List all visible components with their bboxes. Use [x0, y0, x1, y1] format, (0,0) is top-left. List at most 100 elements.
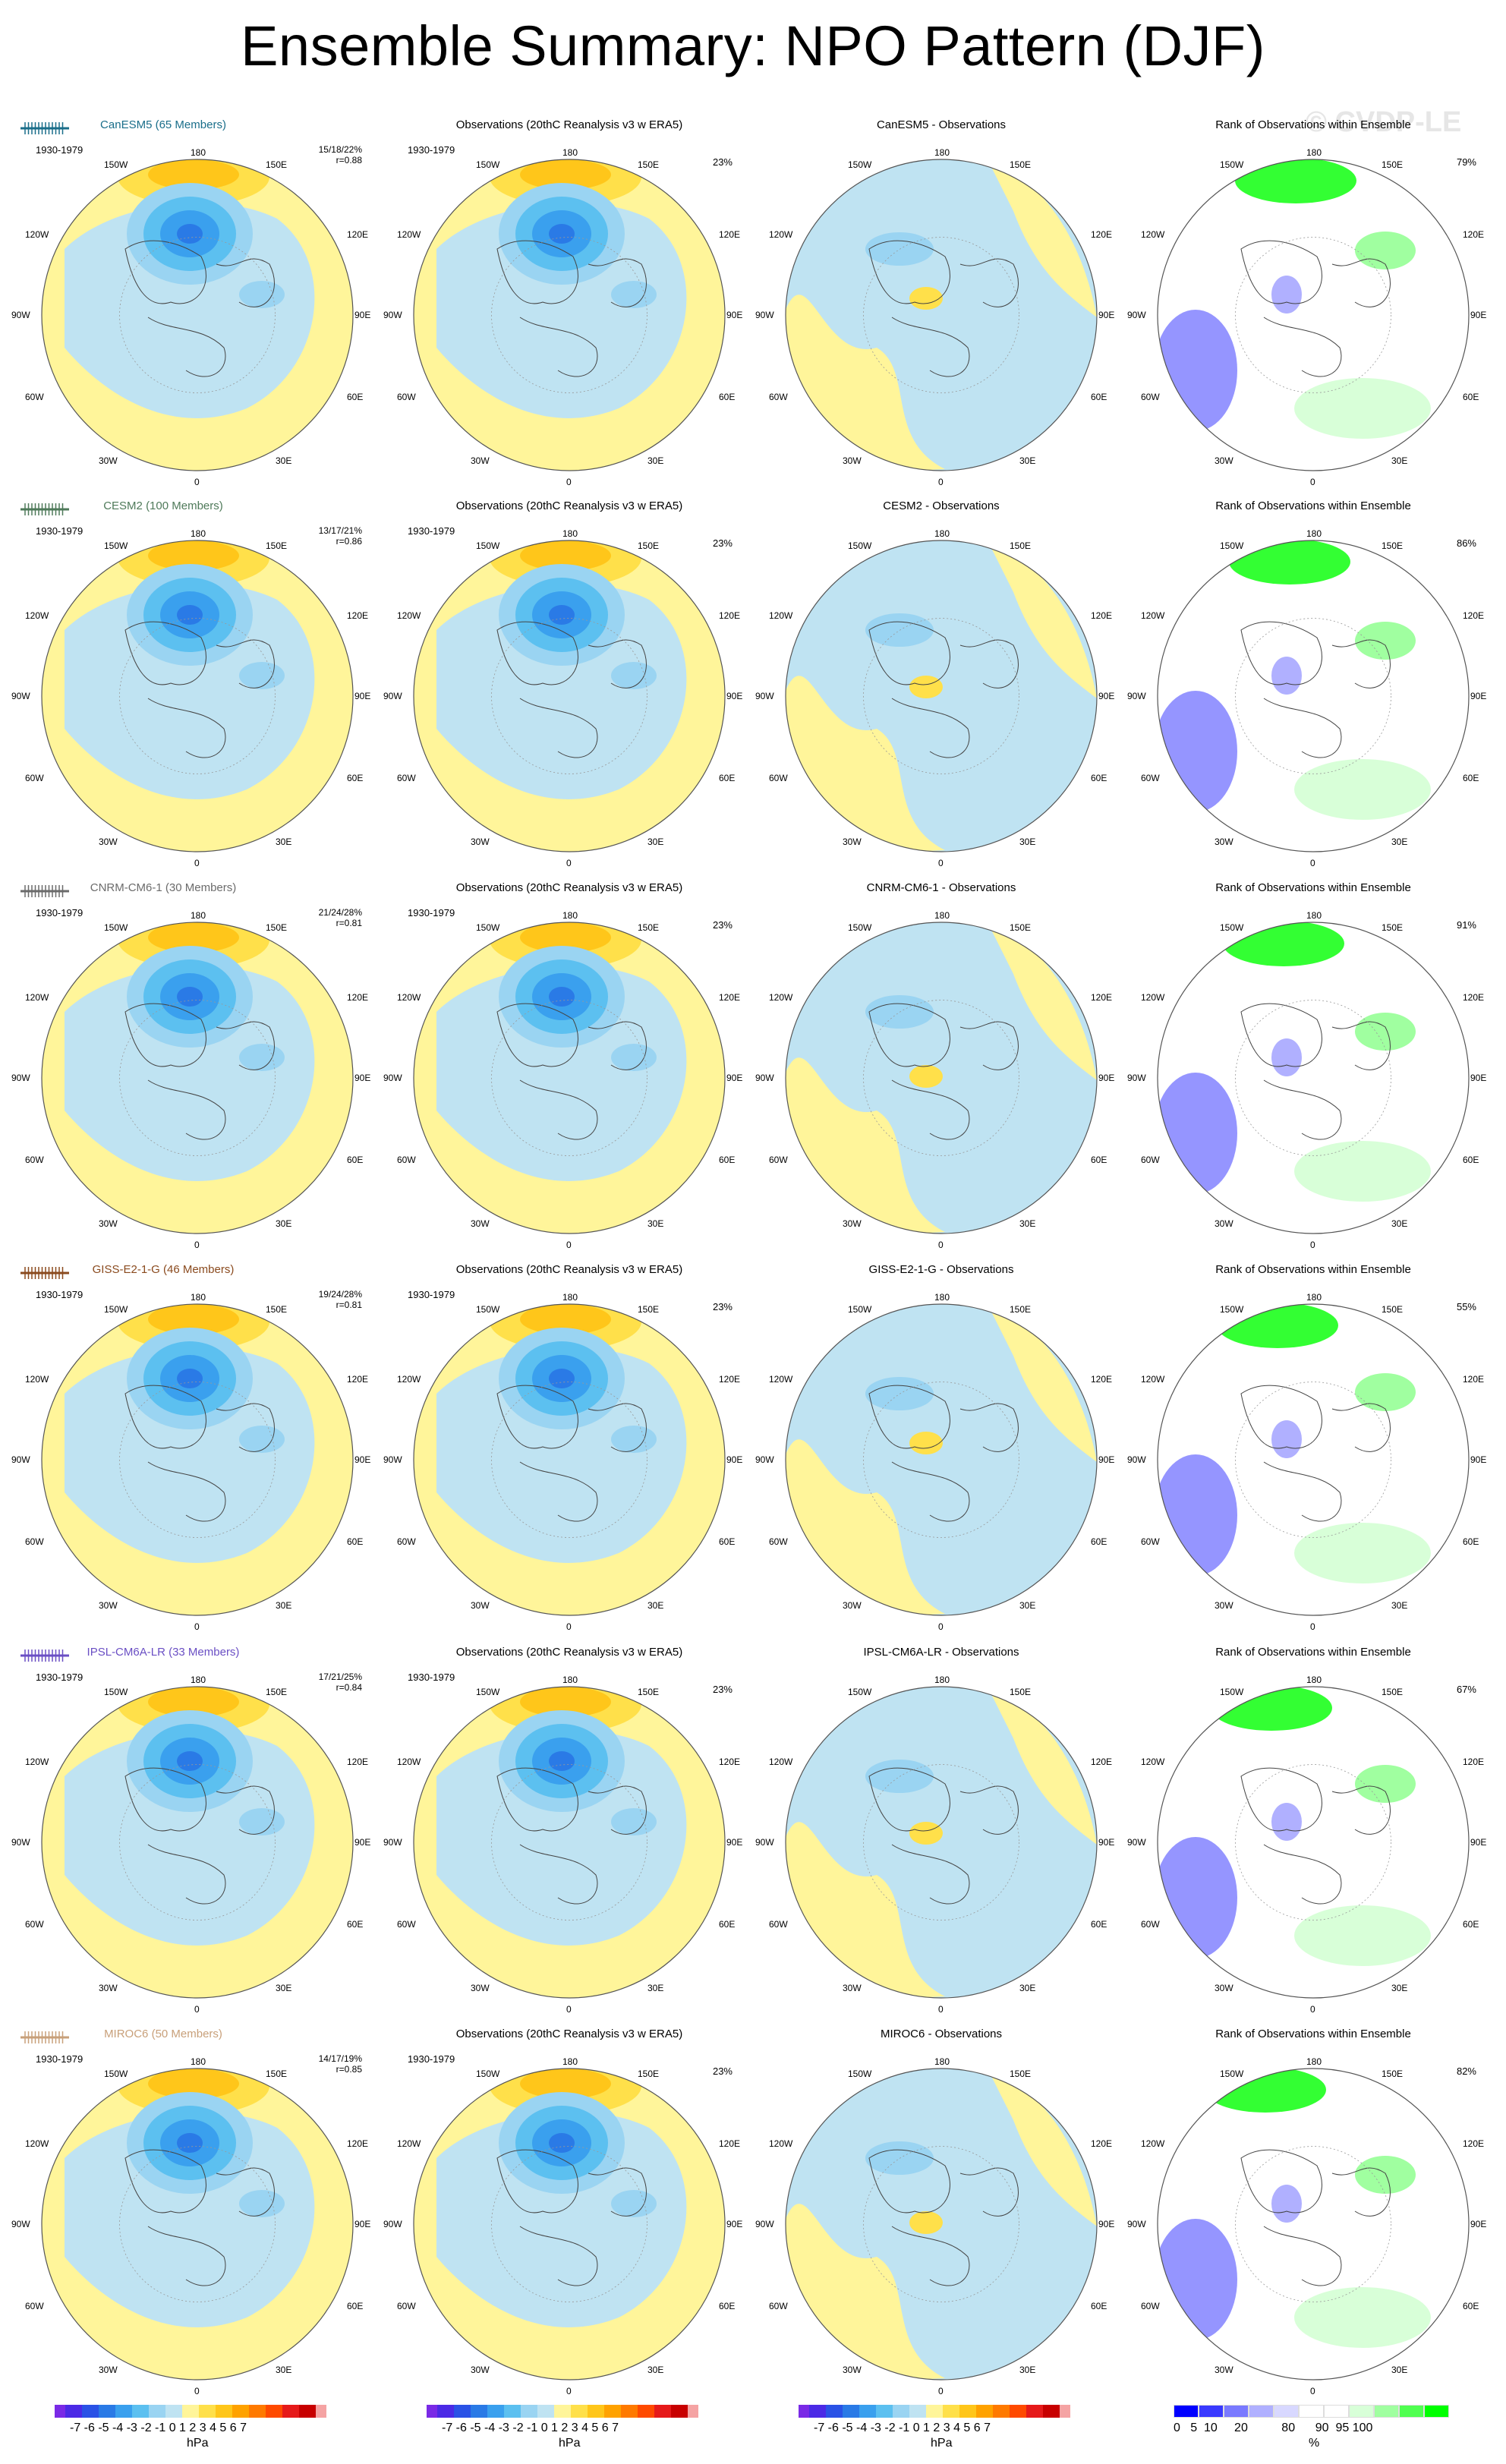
colorbar-swatches [799, 2405, 1070, 2418]
longitude-label: 0 [566, 1240, 572, 1250]
longitude-label: 30W [843, 1218, 862, 1229]
longitude-label: 60E [347, 773, 364, 783]
longitude-label: 150W [848, 2069, 872, 2079]
polar-map-diff [785, 2068, 1098, 2381]
polar-map-model [41, 540, 354, 852]
longitude-label: 180 [191, 2056, 206, 2067]
panel-title: Observations (20thC Reanalysis v3 w ERA5… [455, 1263, 683, 1276]
longitude-label: 150W [1220, 922, 1244, 933]
longitude-label: 150W [476, 2069, 500, 2079]
longitude-label: 60W [25, 1536, 44, 1547]
longitude-label: 90W [383, 1454, 402, 1465]
longitude-label: 90W [1127, 2219, 1146, 2229]
map-panel-model: CNRM-CM6-1 (30 Members) 1930-1979 21/24/28… [11, 881, 376, 1262]
longitude-label: 30E [1391, 1983, 1408, 1993]
longitude-label: 30E [1019, 1983, 1036, 1993]
longitude-label: 180 [191, 1292, 206, 1303]
longitude-label: 0 [938, 2386, 944, 2396]
colorbar-swatch [1199, 2405, 1224, 2418]
longitude-label: 30W [99, 1218, 118, 1229]
longitude-label: 180 [934, 910, 950, 921]
colorbar-unit: hPa [187, 2437, 209, 2450]
longitude-label: 90W [1127, 310, 1146, 320]
longitude-label: 180 [1306, 1292, 1322, 1303]
longitude-label: 90E [1098, 1837, 1115, 1848]
colorbar-swatch [99, 2405, 115, 2418]
panel-title: CanESM5 (65 Members) [100, 118, 226, 131]
stats-correlation: r=0.81 [336, 918, 362, 928]
longitude-label: 120E [719, 229, 741, 240]
longitude-label: 150W [1220, 159, 1244, 170]
longitude-label: 60E [1463, 392, 1479, 402]
colorbar-swatch [859, 2405, 876, 2418]
longitude-label: 150E [1382, 1304, 1404, 1315]
longitude-label: 150W [104, 1304, 128, 1315]
longitude-label: 180 [1306, 910, 1322, 921]
longitude-label: 60E [1463, 1536, 1479, 1547]
map-panel-model: GISS-E2-1-G (46 Members) 1930-1979 19/24/2… [11, 1263, 376, 1644]
longitude-label: 120W [1141, 2138, 1165, 2149]
colorbar-swatch [993, 2405, 1010, 2418]
colorbar-swatch [826, 2405, 843, 2418]
polar-map-diff [785, 922, 1098, 1234]
longitude-label: 30E [276, 1983, 292, 1993]
longitude-label: 150W [104, 922, 128, 933]
longitude-label: 0 [1310, 1240, 1315, 1250]
longitude-label: 0 [938, 477, 944, 487]
longitude-label: 150W [1220, 1304, 1244, 1315]
stats-box: 17/21/25% r=0.84 [317, 1672, 362, 1693]
longitude-label: 30W [471, 837, 490, 847]
colorbar-swatch [437, 2405, 454, 2418]
colorbar-swatch [1174, 2405, 1199, 2418]
stats-box: 21/24/28% r=0.81 [317, 907, 362, 928]
colorbar-swatch [55, 2405, 65, 2418]
longitude-label: 120E [719, 992, 741, 1003]
longitude-label: 120E [347, 610, 369, 621]
panel-title: Rank of Observations within Ensemble [1215, 1263, 1411, 1276]
polar-map-rank [1157, 922, 1470, 1234]
longitude-label: 90E [1098, 691, 1115, 701]
longitude-label: 60E [1091, 1155, 1107, 1165]
longitude-label: 120E [1463, 992, 1485, 1003]
longitude-label: 120W [769, 992, 793, 1003]
longitude-label: 150W [1220, 2069, 1244, 2079]
period-label: 1930-1979 [408, 907, 455, 918]
longitude-label: 150W [1220, 540, 1244, 551]
longitude-label: 90E [1098, 1454, 1115, 1465]
longitude-label: 150W [476, 1687, 500, 1697]
map-panel-obs: Observations (20thC Reanalysis v3 w ERA5… [383, 1646, 748, 2027]
longitude-label: 180 [562, 147, 578, 158]
panel-title: Observations (20thC Reanalysis v3 w ERA5… [455, 1646, 683, 1659]
longitude-label: 150W [848, 922, 872, 933]
longitude-label: 150E [266, 1304, 288, 1315]
panel-title: Rank of Observations within Ensemble [1215, 118, 1411, 131]
longitude-label: 30E [1019, 2365, 1036, 2375]
longitude-label: 90E [354, 1073, 371, 1083]
longitude-label: 0 [194, 477, 200, 487]
longitude-label: 0 [1310, 858, 1315, 868]
longitude-label: 30W [99, 2365, 118, 2375]
map-panel-model: CESM2 (100 Members) 1930-1979 13/17/21% r=0… [11, 499, 376, 881]
longitude-label: 0 [938, 858, 944, 868]
longitude-label: 150W [1220, 1687, 1244, 1697]
colorbar-ticks: -7 -6 -5 -4 -3 -2 -1 0 1 2 3 4 5 6 7 [442, 2421, 619, 2434]
polar-map-rank [1157, 159, 1470, 471]
colorbar-swatch [909, 2405, 926, 2418]
longitude-label: 60E [1091, 392, 1107, 402]
period-label: 1930-1979 [36, 144, 83, 156]
map-panel-rank: Rank of Observations within Ensemble 79% 1… [1127, 118, 1492, 499]
stats-percentiles: 17/21/25% [318, 1672, 362, 1682]
stats-percentiles: 14/17/19% [318, 2053, 362, 2064]
colorbar-swatch [149, 2405, 165, 2418]
longitude-label: 60W [1141, 773, 1160, 783]
longitude-label: 120E [347, 1374, 369, 1385]
panel-title: Observations (20thC Reanalysis v3 w ERA5… [455, 881, 683, 894]
longitude-label: 180 [562, 1292, 578, 1303]
polar-map-obs [413, 1303, 726, 1616]
longitude-label: 150W [104, 159, 128, 170]
longitude-label: 60W [769, 392, 788, 402]
longitude-label: 0 [938, 1621, 944, 1632]
colorbar-swatch [604, 2405, 621, 2418]
panel-title: GISS-E2-1-G - Observations [868, 1263, 1014, 1276]
colorbar-swatch [1060, 2405, 1070, 2418]
